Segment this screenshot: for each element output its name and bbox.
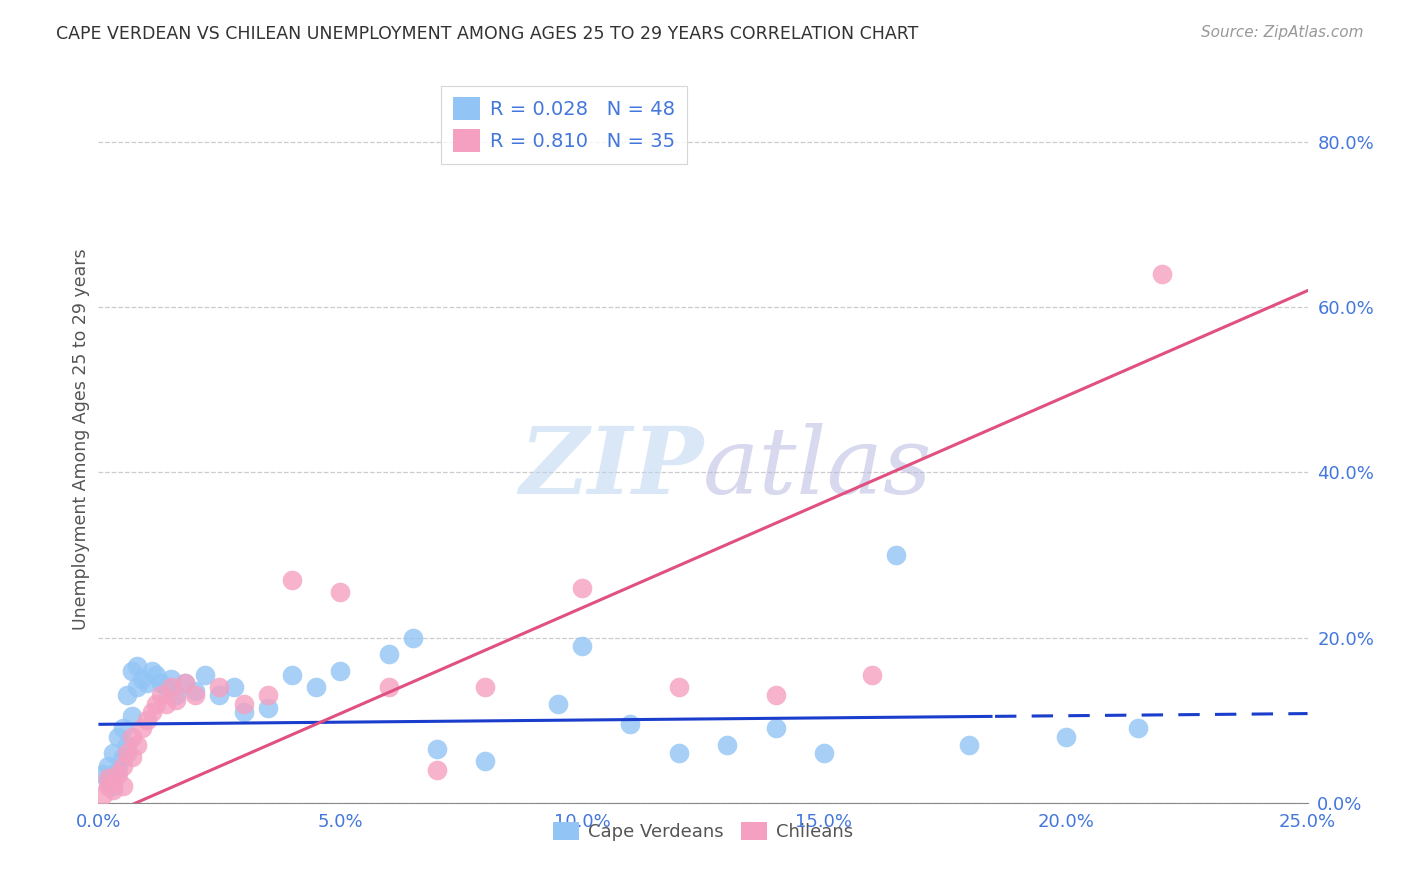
Point: [101, 779, 124, 793]
Point: [208, 689, 231, 703]
Legend: Cape Verdeans, Chileans: Cape Verdeans, Chileans: [546, 814, 860, 848]
Point: [111, 722, 134, 736]
Point: [571, 581, 593, 595]
Point: [131, 722, 153, 736]
Point: [174, 676, 197, 690]
Point: [886, 548, 908, 562]
Point: [256, 700, 278, 714]
Point: [1152, 267, 1174, 281]
Point: [97, 775, 120, 789]
Point: [131, 672, 153, 686]
Text: Source: ZipAtlas.com: Source: ZipAtlas.com: [1201, 25, 1364, 40]
Point: [194, 667, 217, 681]
Point: [101, 746, 124, 760]
Point: [91, 767, 114, 781]
Point: [165, 689, 187, 703]
Point: [117, 746, 139, 760]
Point: [281, 667, 304, 681]
Point: [160, 680, 183, 694]
Point: [402, 631, 425, 645]
Point: [121, 730, 143, 744]
Point: [121, 750, 143, 764]
Point: [329, 664, 352, 678]
Text: ZIP: ZIP: [519, 424, 703, 514]
Point: [1128, 722, 1150, 736]
Point: [91, 788, 114, 802]
Point: [165, 692, 187, 706]
Point: [97, 779, 120, 793]
Point: [1054, 730, 1077, 744]
Point: [184, 689, 207, 703]
Point: [97, 758, 120, 772]
Point: [160, 672, 183, 686]
Point: [155, 680, 177, 694]
Point: [716, 738, 738, 752]
Point: [145, 667, 167, 681]
Text: atlas: atlas: [703, 424, 932, 514]
Point: [571, 639, 593, 653]
Point: [135, 713, 157, 727]
Point: [127, 738, 149, 752]
Point: [232, 705, 254, 719]
Point: [127, 659, 149, 673]
Point: [281, 573, 304, 587]
Point: [329, 585, 352, 599]
Point: [155, 697, 177, 711]
Point: [765, 689, 787, 703]
Point: [101, 783, 124, 797]
Point: [150, 676, 173, 690]
Point: [668, 746, 690, 760]
Point: [813, 746, 835, 760]
Point: [668, 680, 690, 694]
Point: [377, 647, 399, 661]
Point: [957, 738, 980, 752]
Point: [145, 697, 167, 711]
Point: [117, 689, 139, 703]
Point: [619, 717, 641, 731]
Point: [111, 779, 134, 793]
Point: [474, 755, 496, 769]
Point: [111, 750, 134, 764]
Point: [97, 771, 120, 785]
Point: [208, 680, 231, 694]
Point: [111, 758, 134, 772]
Point: [426, 763, 449, 777]
Text: CAPE VERDEAN VS CHILEAN UNEMPLOYMENT AMONG AGES 25 TO 29 YEARS CORRELATION CHART: CAPE VERDEAN VS CHILEAN UNEMPLOYMENT AMO…: [56, 25, 918, 43]
Y-axis label: Unemployment Among Ages 25 to 29 years: Unemployment Among Ages 25 to 29 years: [72, 249, 90, 630]
Point: [107, 763, 129, 777]
Point: [135, 676, 157, 690]
Point: [101, 775, 124, 789]
Point: [222, 680, 245, 694]
Point: [117, 738, 139, 752]
Point: [107, 767, 129, 781]
Point: [305, 680, 328, 694]
Point: [547, 697, 569, 711]
Point: [174, 676, 197, 690]
Point: [184, 684, 207, 698]
Point: [107, 730, 129, 744]
Point: [121, 664, 143, 678]
Point: [141, 705, 163, 719]
Point: [256, 689, 278, 703]
Point: [150, 689, 173, 703]
Point: [141, 664, 163, 678]
Point: [860, 667, 883, 681]
Point: [426, 742, 449, 756]
Point: [121, 709, 143, 723]
Point: [232, 697, 254, 711]
Point: [765, 722, 787, 736]
Point: [474, 680, 496, 694]
Point: [377, 680, 399, 694]
Point: [127, 680, 149, 694]
